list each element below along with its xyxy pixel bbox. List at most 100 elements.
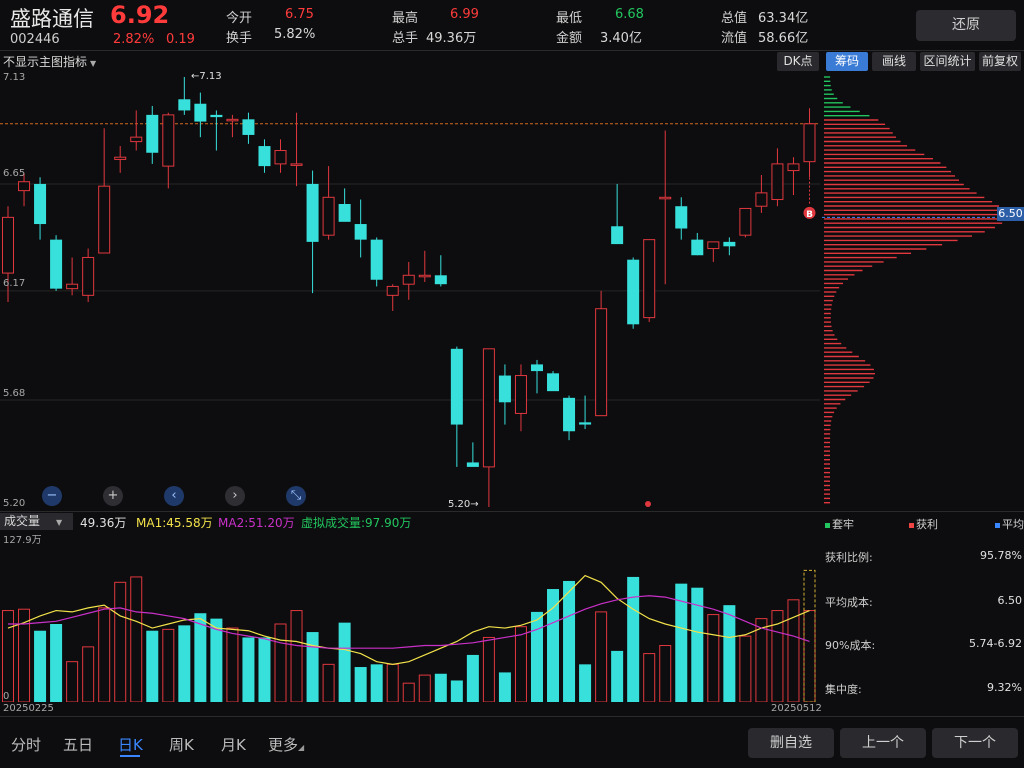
volume-bar: [659, 645, 672, 702]
tab-forward-adjust[interactable]: 前复权: [979, 52, 1021, 71]
candle-body: [530, 364, 543, 372]
buy-marker-label: B: [806, 210, 813, 220]
dropdown-arrow-icon: ▼: [56, 518, 63, 527]
volume-bar: [466, 654, 479, 702]
candle-body: [178, 99, 191, 111]
stat-value-concentration: 9.32%: [987, 681, 1022, 694]
dk-point-button[interactable]: DK点: [777, 52, 819, 71]
stat-label-concentration: 集中度:: [825, 683, 862, 696]
zoom-in-button[interactable]: +: [103, 486, 123, 506]
candle-body: [226, 118, 239, 122]
price-axis-label: 7.13: [3, 72, 26, 83]
volume-bar: [98, 607, 111, 702]
candle-body: [723, 241, 736, 247]
volume-bar: [803, 610, 816, 702]
chip-stats-panel: 套牢 获利 平均 获利比例: 95.78% 平均成本: 6.50 90%成本: …: [822, 511, 1024, 716]
next-button[interactable]: 下一个: [932, 728, 1018, 758]
scroll-left-button[interactable]: ‹: [164, 486, 184, 506]
volume-bar: [563, 580, 576, 702]
restore-button[interactable]: 还原: [916, 10, 1016, 41]
candle-body: [18, 181, 31, 192]
legend-profit: 获利: [909, 516, 938, 532]
tab-range-stats[interactable]: 区间统计: [920, 52, 975, 71]
volume-axis-zero: 0: [3, 691, 10, 702]
quote-label-turnover: 换手: [226, 31, 253, 46]
tab-more[interactable]: 更多◢: [268, 734, 304, 755]
zoom-out-button[interactable]: −: [42, 486, 62, 506]
stat-label-cost-90: 90%成本:: [825, 639, 876, 652]
candle-body: [787, 163, 800, 172]
volume-bar: [18, 608, 31, 702]
corner-arrow-icon: ◢: [298, 743, 305, 752]
stat-value-avg-cost: 6.50: [997, 594, 1023, 607]
candle-body: [306, 183, 319, 242]
volume-bar: [530, 611, 543, 702]
volume-ma1: MA1:45.58万: [136, 516, 213, 530]
stat-label-profit-ratio: 获利比例:: [825, 551, 873, 564]
quote-value-high: 6.99: [450, 7, 479, 22]
tab-daily-k[interactable]: 日K: [118, 736, 143, 754]
quote-header: 盛路通信 6.92 002446 2.82% 0.19 今开 6.75 换手 5…: [0, 0, 1024, 52]
volume-indicator-select[interactable]: 成交量 ▼: [0, 513, 73, 530]
volume-bar: [514, 626, 527, 702]
price-axis-label: 6.65: [3, 168, 26, 179]
candle-body: [194, 103, 207, 122]
volume-bar: [210, 618, 223, 702]
remove-watchlist-button[interactable]: 删自选: [748, 728, 834, 758]
footer-divider: [0, 716, 1024, 717]
previous-button[interactable]: 上一个: [840, 728, 926, 758]
price-axis-label: 5.20: [3, 498, 26, 509]
tab-five-day[interactable]: 五日: [63, 736, 94, 754]
candle-body: [210, 114, 223, 118]
candle-body: [418, 274, 431, 278]
tab-weekly-k[interactable]: 周K: [169, 736, 194, 754]
candle-body: [482, 348, 495, 468]
quote-label-amount: 金额: [556, 31, 583, 46]
candle-body: [98, 185, 111, 254]
candle-body: [50, 239, 63, 289]
volume-bar: [354, 667, 367, 702]
candle-body: [338, 203, 351, 222]
volume-bar: [498, 672, 511, 702]
tab-chips[interactable]: 筹码: [826, 52, 868, 71]
volume-bar: [146, 630, 159, 702]
candle-body: [627, 259, 640, 325]
candle-body: [242, 119, 255, 135]
chip-distribution-chart: [822, 76, 1024, 504]
indicator-select[interactable]: 不显示主图指标 ▼: [3, 53, 96, 70]
candle-body: [611, 226, 624, 245]
candle-body: [290, 163, 303, 166]
tab-intraday[interactable]: 分时: [11, 736, 42, 754]
volume-bar: [226, 627, 239, 702]
volume-bar: [643, 653, 656, 702]
volume-bar: [787, 599, 800, 702]
candle-body: [466, 462, 479, 467]
candle-body: [258, 146, 271, 167]
min-price-marker: 5.20→: [448, 499, 479, 510]
price-axis-label: 6.17: [3, 278, 26, 289]
volume-bar: [114, 581, 127, 702]
scroll-right-button[interactable]: ›: [225, 486, 245, 506]
volume-bar: [338, 622, 351, 702]
volume-bar: [34, 630, 47, 702]
fullscreen-button[interactable]: ⤡: [286, 486, 306, 506]
volume-bar: [482, 636, 495, 702]
volume-bar: [611, 650, 624, 702]
candle-body: [595, 308, 608, 417]
volume-bar: [723, 605, 736, 702]
stat-value-cost-90: 5.74-6.92: [969, 637, 1022, 650]
candle-body: [130, 136, 143, 143]
volume-bar: [82, 646, 95, 702]
volume-bar: [627, 576, 640, 702]
candle-body: [755, 192, 768, 207]
tab-monthly-k[interactable]: 月K: [221, 736, 246, 754]
candlestick-chart[interactable]: B: [0, 70, 820, 511]
candle-body: [34, 183, 47, 225]
legend-label: 平均: [1002, 518, 1024, 531]
quote-value-turnover: 5.82%: [274, 27, 316, 42]
candle-body: [771, 163, 784, 201]
candle-body: [386, 285, 399, 296]
candle-body: [322, 196, 335, 236]
tab-draw-line[interactable]: 画线: [872, 52, 916, 71]
candle-body: [434, 275, 447, 285]
